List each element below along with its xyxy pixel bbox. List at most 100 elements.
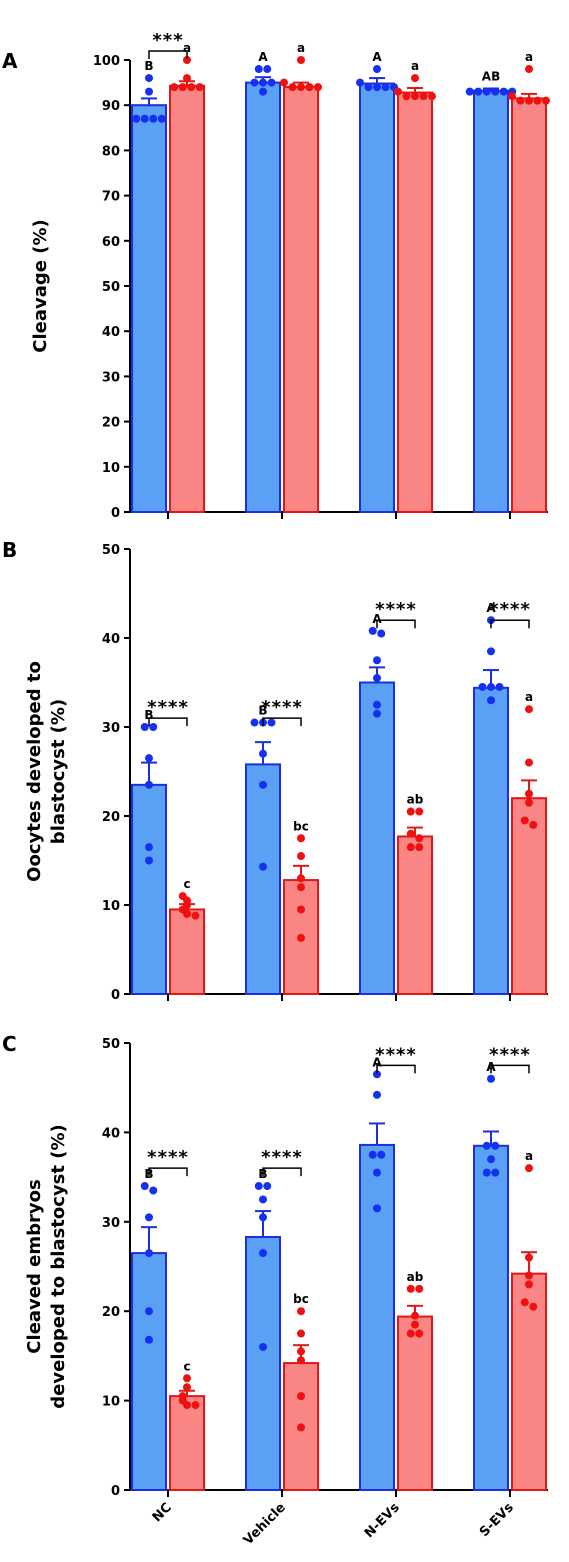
significance-label: ****	[147, 1147, 189, 1168]
significance-bracket	[376, 1064, 416, 1074]
group-letter: B	[144, 59, 153, 73]
data-point	[525, 1164, 533, 1173]
panel-letter: C	[2, 1032, 17, 1056]
significance-bracket	[148, 50, 188, 59]
data-point	[170, 83, 179, 92]
significance-bracket	[148, 1167, 188, 1177]
data-point	[482, 1141, 491, 1150]
group-letter: a	[525, 1149, 533, 1163]
x-category-label: N-EVs	[362, 1500, 403, 1541]
data-point	[411, 1311, 419, 1320]
data-point	[314, 83, 322, 92]
data-point	[250, 718, 259, 727]
data-point	[178, 83, 187, 92]
bar	[511, 97, 547, 513]
data-point	[381, 83, 390, 92]
data-point	[406, 843, 415, 852]
data-point	[373, 1070, 381, 1079]
data-point	[491, 1141, 500, 1150]
data-point	[297, 56, 305, 64]
data-point	[373, 1204, 381, 1213]
significance-bracket	[262, 1167, 302, 1177]
data-point	[533, 96, 542, 105]
bar	[359, 681, 395, 995]
group-letter: AB	[482, 69, 500, 83]
data-point	[191, 911, 200, 920]
data-point	[373, 656, 381, 665]
y-tick-label: 80	[102, 144, 120, 159]
bar	[511, 1272, 547, 1491]
group-letter: A	[372, 1055, 382, 1069]
y-axis-label: Oocytes developed to blastocyst (%)	[24, 661, 69, 882]
data-point	[487, 696, 495, 705]
data-point	[145, 843, 153, 852]
data-point	[132, 114, 141, 123]
data-point	[368, 626, 377, 635]
group-letter: ab	[407, 1270, 424, 1284]
data-point	[406, 1284, 415, 1293]
data-point	[259, 1342, 267, 1351]
group-letter: bc	[293, 1292, 309, 1306]
data-point	[525, 1280, 533, 1289]
data-point	[259, 87, 267, 96]
y-axis-label-line: Cleavage (%)	[30, 219, 51, 352]
y-tick-label: 10	[102, 899, 120, 914]
data-point	[373, 709, 381, 718]
data-point	[288, 83, 297, 92]
data-point	[149, 723, 158, 731]
data-point	[280, 78, 288, 87]
data-point	[183, 56, 191, 64]
data-point	[297, 1423, 305, 1432]
group-letter: B	[258, 704, 267, 718]
data-point	[297, 1329, 305, 1338]
y-tick-label: 10	[102, 1395, 120, 1410]
bar	[359, 82, 395, 513]
data-point	[406, 807, 415, 816]
significance-label: ****	[261, 697, 303, 718]
data-point	[373, 65, 381, 74]
y-tick-label: 30	[102, 1216, 120, 1231]
y-tick-label: 0	[111, 1484, 120, 1499]
y-tick-label: 90	[102, 99, 120, 114]
data-point	[267, 78, 276, 87]
data-point	[487, 682, 495, 691]
bar	[473, 1144, 509, 1492]
group-letter: c	[183, 877, 190, 891]
data-point	[140, 1182, 149, 1191]
data-point	[263, 1182, 272, 1191]
data-point	[428, 92, 436, 101]
bar	[131, 104, 167, 513]
bar	[473, 89, 509, 514]
data-point	[411, 1320, 419, 1329]
data-point	[373, 1090, 381, 1099]
data-point	[183, 909, 191, 918]
data-point	[525, 758, 533, 767]
y-tick-label: 40	[102, 632, 120, 647]
data-point	[373, 83, 381, 92]
significance-label: ****	[147, 697, 189, 718]
data-point	[145, 87, 153, 96]
data-point	[259, 1195, 267, 1204]
data-point	[415, 834, 424, 843]
bar	[131, 1252, 167, 1491]
data-point	[183, 74, 191, 83]
data-point	[525, 96, 533, 105]
data-point	[415, 1284, 424, 1293]
significance-label: ***	[152, 30, 183, 51]
y-axis-label-line: Cleaved embryos	[24, 1179, 45, 1353]
group-letter: A	[372, 612, 382, 626]
data-point	[297, 83, 305, 92]
data-point	[482, 1168, 491, 1177]
data-point	[263, 65, 272, 74]
y-tick-label: 10	[102, 461, 120, 476]
x-category-label: Vehicle	[241, 1500, 289, 1548]
y-tick-label: 70	[102, 190, 120, 205]
bar	[397, 1315, 433, 1491]
x-category-label: NC	[150, 1500, 175, 1525]
data-point	[364, 83, 373, 92]
data-point	[145, 754, 153, 763]
data-point	[411, 92, 419, 101]
data-point	[140, 723, 149, 731]
data-point	[415, 843, 424, 852]
